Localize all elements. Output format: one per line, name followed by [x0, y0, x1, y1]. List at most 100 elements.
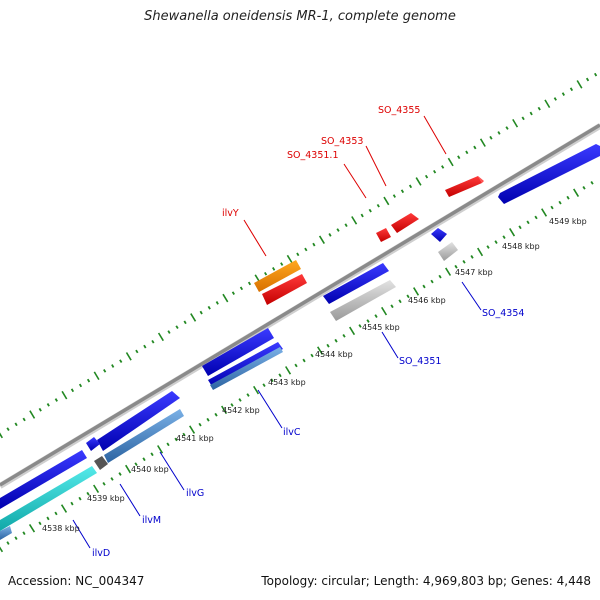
- leader-ilvY: [243, 219, 267, 257]
- gene-mid-blue[interactable]: [323, 263, 389, 304]
- gene-ilvD[interactable]: [0, 526, 12, 540]
- major-tick: [189, 425, 196, 434]
- minor-tick: [183, 320, 187, 325]
- minor-tick: [14, 536, 18, 540]
- minor-tick: [424, 174, 429, 179]
- major-tick: [93, 371, 100, 381]
- label-SO_4351.1[interactable]: SO_4351.1: [287, 150, 339, 161]
- minor-tick: [150, 452, 154, 457]
- gene-ilvM-dark[interactable]: [94, 456, 108, 470]
- major-tick: [509, 227, 516, 237]
- minor-tick: [214, 412, 218, 417]
- leader-SO_4351.1: [343, 163, 367, 199]
- leader-SO_4355: [423, 115, 447, 155]
- minor-tick: [174, 437, 178, 442]
- label-leader-lines: [72, 115, 482, 549]
- minor-tick: [390, 304, 394, 309]
- accession-text: Accession: NC_004347: [8, 574, 145, 588]
- major-tick: [383, 196, 390, 206]
- label-ilvY[interactable]: ilvY: [222, 208, 239, 219]
- minor-tick: [294, 363, 298, 368]
- minor-tick: [438, 274, 442, 279]
- minor-tick: [167, 330, 171, 334]
- gene-right-blue[interactable]: [498, 144, 600, 204]
- minor-tick: [561, 92, 565, 96]
- gene-SO_4355[interactable]: [445, 176, 482, 197]
- major-tick: [351, 216, 358, 225]
- minor-tick: [585, 77, 590, 82]
- major-tick: [157, 445, 164, 454]
- minor-tick: [280, 262, 284, 266]
- major-tick: [28, 523, 36, 533]
- scale-label: 4541 kbp: [176, 434, 214, 443]
- minor-tick: [238, 398, 242, 402]
- gene-ilvG[interactable]: [104, 409, 184, 463]
- major-tick: [576, 80, 583, 89]
- minor-tick: [264, 271, 268, 276]
- scale-label: 4543 kbp: [268, 378, 306, 387]
- gene-ilvD-blue[interactable]: [0, 450, 87, 509]
- minor-tick: [422, 284, 426, 289]
- minor-tick: [54, 398, 58, 402]
- gene-SO_4354[interactable]: [438, 242, 458, 261]
- minor-tick: [272, 267, 276, 271]
- scale-label: 4539 kbp: [87, 494, 125, 503]
- minor-tick: [135, 349, 139, 354]
- gene-ilvY-neighbor[interactable]: [262, 274, 307, 305]
- scale-label: 4547 kbp: [455, 268, 493, 277]
- minor-tick: [582, 186, 586, 190]
- label-SO_4351[interactable]: SO_4351: [399, 356, 441, 367]
- minor-tick: [534, 215, 538, 220]
- minor-tick: [54, 511, 58, 516]
- label-ilvG[interactable]: ilvG: [186, 488, 204, 499]
- minor-tick: [6, 427, 10, 431]
- minor-tick: [312, 242, 316, 247]
- minor-tick: [247, 281, 252, 286]
- minor-tick: [38, 521, 42, 526]
- inner-scale-ticks: [0, 181, 594, 553]
- gene-SO_4351[interactable]: [330, 280, 396, 321]
- minor-tick: [430, 279, 434, 284]
- gene-ilvG-upper[interactable]: [97, 391, 180, 451]
- label-SO_4354[interactable]: SO_4354: [482, 308, 524, 319]
- gene-SO_4353[interactable]: [391, 213, 419, 233]
- major-tick: [381, 306, 388, 316]
- minor-tick: [433, 169, 437, 174]
- major-tick: [413, 287, 420, 296]
- minor-tick: [406, 294, 410, 299]
- minor-tick: [328, 233, 332, 237]
- minor-tick: [366, 319, 370, 323]
- minor-tick: [14, 422, 18, 427]
- gene-ilvC-band[interactable]: [210, 347, 283, 390]
- minor-tick: [457, 155, 461, 160]
- leader-ilvM: [119, 483, 141, 517]
- gene-SO_4354-blue[interactable]: [431, 228, 447, 242]
- minor-tick: [38, 407, 42, 412]
- forward-strand-genes: [254, 176, 484, 305]
- gene-ilvG-small[interactable]: [86, 437, 100, 451]
- major-tick: [0, 432, 3, 439]
- gene-SO_4351.1[interactable]: [376, 228, 391, 242]
- label-SO_4355[interactable]: SO_4355: [378, 105, 420, 116]
- scale-label: 4549 kbp: [549, 217, 587, 226]
- gene-ilvC-upper[interactable]: [202, 328, 274, 376]
- minor-tick: [78, 496, 82, 501]
- label-ilvD[interactable]: ilvD: [92, 548, 110, 559]
- label-ilvM[interactable]: ilvM: [142, 515, 161, 526]
- label-ilvC[interactable]: ilvC: [283, 427, 301, 438]
- minor-tick: [22, 417, 26, 422]
- minor-tick: [207, 305, 211, 310]
- minor-tick: [118, 472, 122, 476]
- minor-tick: [358, 324, 362, 328]
- gene-ilvY[interactable]: [254, 260, 301, 292]
- scale-label: 4548 kbp: [502, 242, 540, 251]
- label-SO_4353[interactable]: SO_4353: [321, 136, 363, 147]
- minor-tick: [86, 378, 91, 383]
- minor-tick: [103, 369, 107, 373]
- major-tick: [157, 332, 164, 342]
- minor-tick: [326, 343, 330, 348]
- gene-ilvM[interactable]: [0, 466, 97, 531]
- map-title: Shewanella oneidensis MR-1, complete gen…: [144, 9, 456, 24]
- minor-tick: [304, 247, 308, 252]
